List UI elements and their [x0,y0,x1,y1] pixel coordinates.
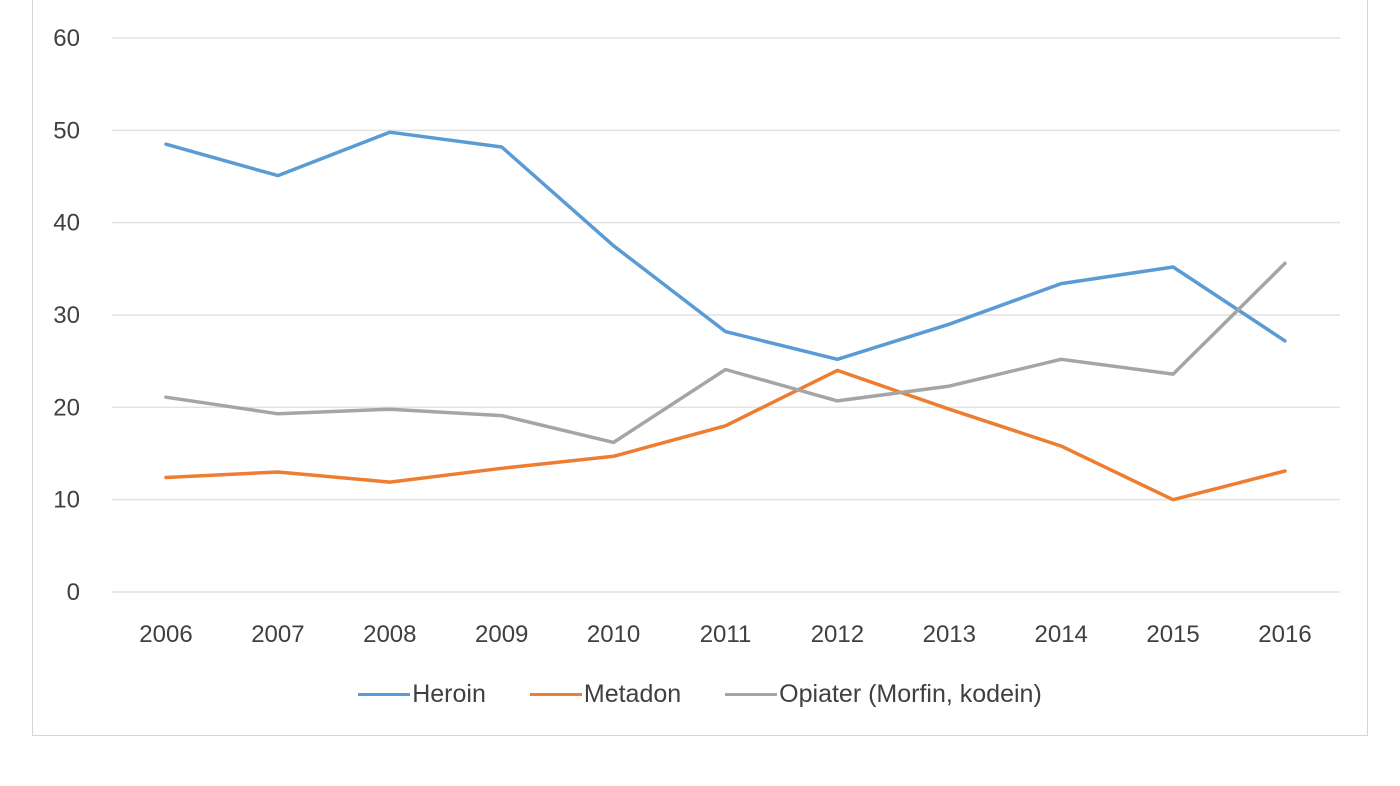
x-tick-label: 2012 [811,621,864,648]
legend-item: Heroin [358,680,486,709]
chart-frame [32,0,1368,736]
series-lines [164,130,1287,502]
x-axis-tick-labels: 2006 2007 2008 2009 2010 2011 2012 2013 2014 2015… [139,621,1311,648]
y-axis-tick-labels: 0 10 20 30 40 50 60 [53,25,80,606]
y-tick-label: 30 [53,302,80,329]
legend-label: Heroin [412,679,486,708]
x-tick-label: 2010 [587,621,640,648]
x-tick-label: 2009 [475,621,528,648]
legend-swatch [358,692,411,696]
legend-label: Metadon [583,679,682,708]
y-tick-label: 0 [67,579,80,606]
x-tick-label: 2013 [923,621,976,648]
legend-swatch [529,692,582,696]
x-tick-label: 2016 [1258,621,1311,648]
x-tick-label: 2006 [139,621,192,648]
x-tick-label: 2014 [1035,621,1088,648]
x-tick-label: 2015 [1146,621,1199,648]
legend-item: Opiater (Morfin, kodein) [725,680,1042,709]
y-tick-label: 10 [53,487,80,514]
y-tick-label: 50 [53,117,80,144]
series-line-3 [164,261,1287,445]
x-tick-label: 2008 [363,621,416,648]
legend: Heroin Metadon Opiater (Morfin, kodein) [0,676,1400,712]
series-line-1 [164,130,1287,362]
y-tick-label: 20 [53,394,80,421]
y-tick-label: 60 [53,25,80,52]
legend-item: Metadon [529,679,682,709]
legend-label: Opiater (Morfin, kodein) [779,679,1042,708]
gridlines [112,37,1340,593]
y-tick-label: 40 [53,210,80,237]
x-tick-label: 2007 [251,621,304,648]
legend-swatch [725,692,778,696]
x-tick-label: 2011 [700,621,752,648]
series-line-2 [164,368,1287,502]
